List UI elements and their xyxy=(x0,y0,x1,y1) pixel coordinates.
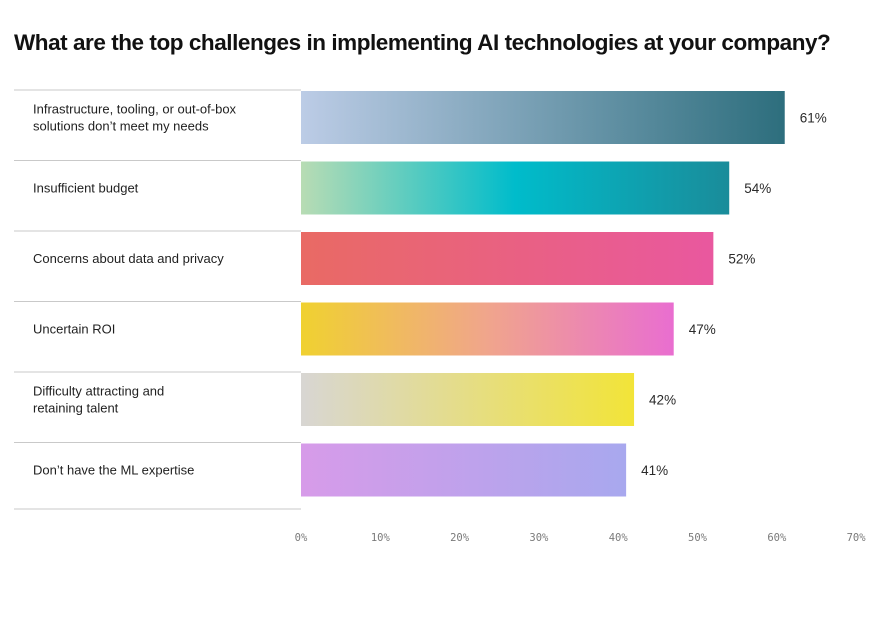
value-label: 61% xyxy=(800,111,827,126)
bar xyxy=(301,373,635,426)
x-tick-label: 40% xyxy=(609,532,629,544)
bar xyxy=(301,443,627,497)
x-axis-ticks: 0% 10% 20% 30% 40% 50% 60% 70% xyxy=(295,532,867,544)
category-label: Don’t have the ML expertise xyxy=(33,463,194,478)
bar xyxy=(301,302,674,356)
chart-title: What are the top challenges in implement… xyxy=(14,30,831,55)
x-tick-label: 60% xyxy=(767,532,787,544)
category-label: Concerns about data and privacy xyxy=(33,251,224,266)
x-tick-label: 30% xyxy=(529,532,549,544)
value-label: 42% xyxy=(649,393,676,408)
value-label: 52% xyxy=(728,252,755,267)
bars xyxy=(301,91,785,497)
x-tick-label: 70% xyxy=(847,532,867,544)
category-label: Uncertain ROI xyxy=(33,322,115,337)
category-label: Insufficient budget xyxy=(33,181,139,196)
value-label: 54% xyxy=(744,181,771,196)
bar xyxy=(301,161,730,215)
x-tick-label: 0% xyxy=(295,532,308,544)
category-rows: Infrastructure, tooling, or out-of-box so… xyxy=(14,89,301,510)
category-label: Infrastructure, tooling, or out-of-box so… xyxy=(33,102,237,134)
bar xyxy=(301,232,714,285)
value-label: 47% xyxy=(689,322,716,337)
x-tick-label: 20% xyxy=(450,532,470,544)
value-label: 41% xyxy=(641,463,668,478)
value-labels: 61% 54% 52% 47% 42% 41% xyxy=(641,111,827,479)
category-label: Difficulty attracting and retaining talen… xyxy=(33,384,164,416)
x-tick-label: 10% xyxy=(371,532,391,544)
bar xyxy=(301,91,785,144)
x-tick-label: 50% xyxy=(688,532,708,544)
